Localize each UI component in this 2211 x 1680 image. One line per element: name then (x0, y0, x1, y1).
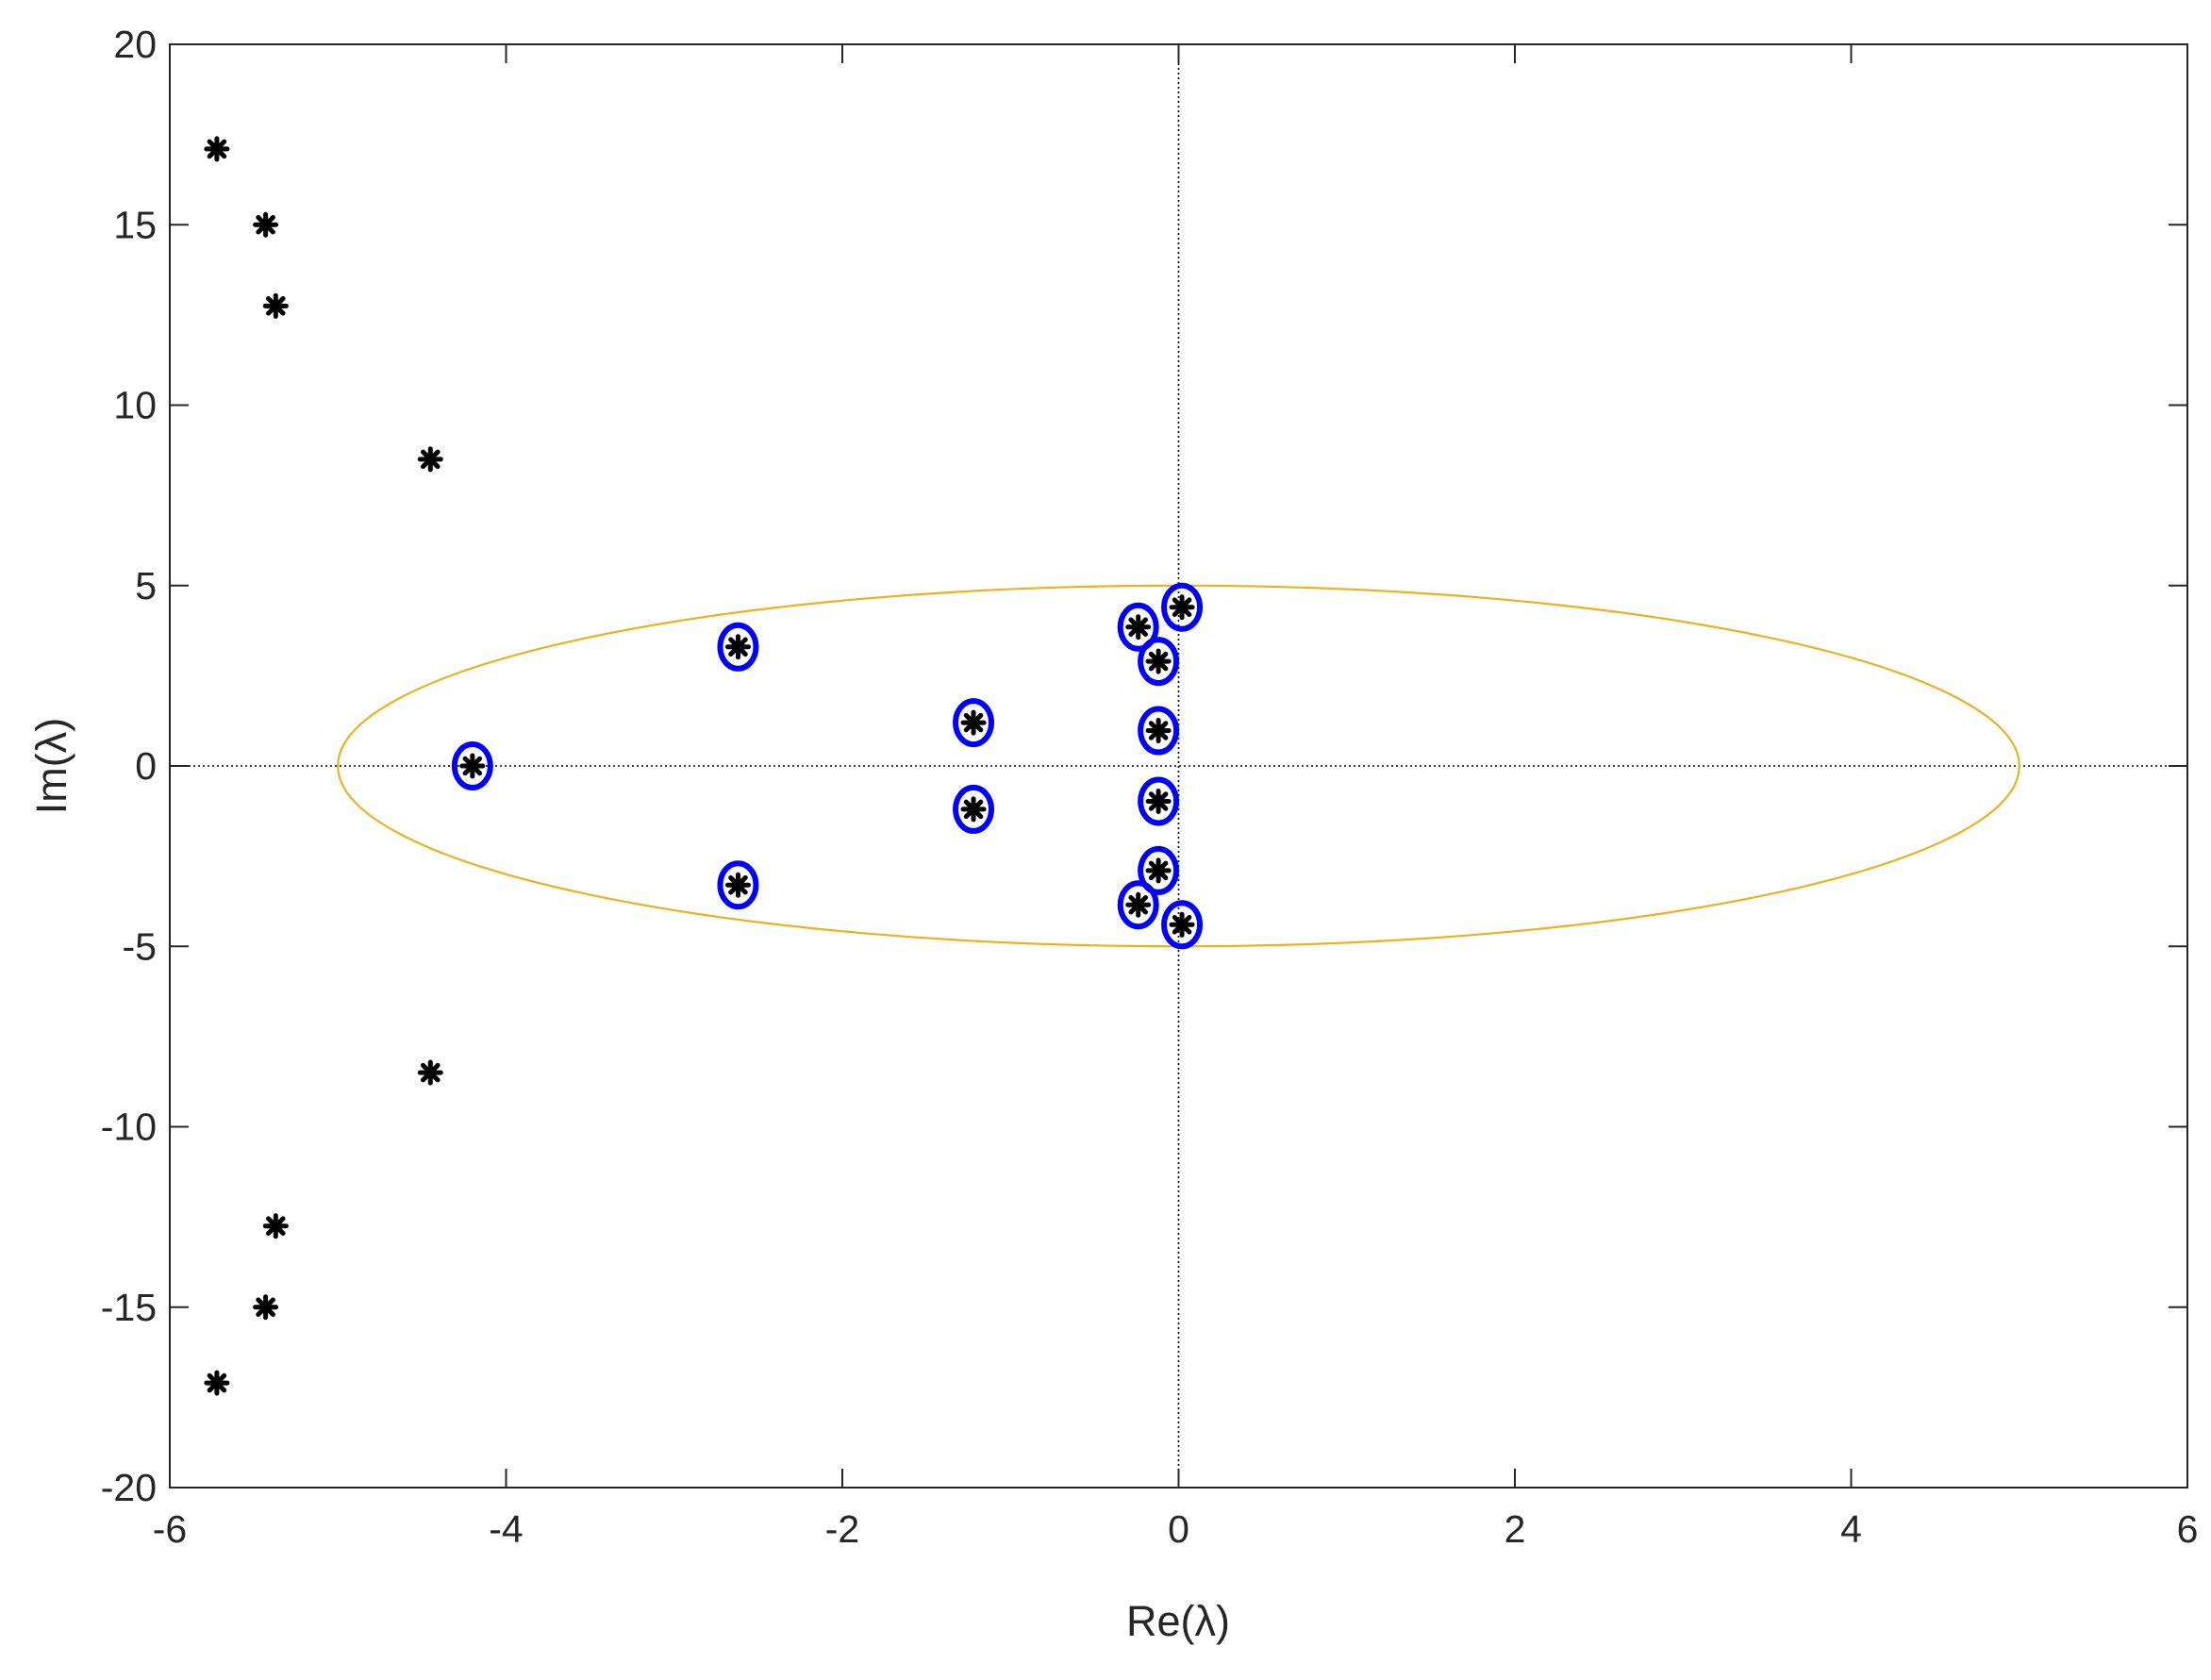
circled-eigenvalues-layer (451, 582, 1204, 950)
zero-reference-lines (170, 44, 2187, 1488)
eigenvalue-point (262, 1213, 289, 1239)
eigenvalue-circle (1117, 880, 1159, 930)
x-tick-label: -4 (489, 1507, 523, 1551)
eigenvalue-point (417, 446, 443, 473)
x-tick-label: 6 (2177, 1507, 2199, 1551)
asterisk-core (733, 880, 743, 890)
eigenvalue-point (960, 796, 987, 823)
eigenvalue-circle (1138, 776, 1180, 826)
asterisk-core (733, 641, 743, 652)
eigenvalue-point (262, 292, 289, 319)
eigenvalue-point (1169, 594, 1195, 621)
asterisk-core (1177, 602, 1188, 612)
eigenvalue-circle (1161, 900, 1204, 950)
eigenvalue-markers-layer (204, 136, 1195, 1396)
x-tick-label: 0 (1168, 1507, 1189, 1551)
eigenvalue-point (1125, 614, 1152, 640)
eigenvalue-point (1145, 857, 1172, 884)
y-axis-label: Im(λ) (27, 718, 75, 814)
asterisk-core (1133, 900, 1143, 910)
asterisk-core (1133, 622, 1143, 632)
x-tick-label: 2 (1504, 1507, 1526, 1551)
asterisk-core (211, 1378, 222, 1389)
asterisk-core (271, 1221, 281, 1231)
eigenvalue-circle (1117, 602, 1159, 652)
x-tick-label: 4 (1840, 1507, 1862, 1551)
eigenvalue-point (204, 136, 230, 162)
asterisk-core (1177, 920, 1188, 930)
eigenvalue-circle (953, 698, 995, 748)
y-tick-label: 10 (113, 384, 157, 427)
asterisk-core (425, 454, 436, 464)
eigenvalue-circle (717, 860, 759, 910)
asterisk-core (1154, 865, 1164, 875)
eigenvalue-point (724, 872, 751, 898)
eigenvalue-point (1125, 891, 1152, 918)
y-tick-label: -15 (101, 1286, 157, 1329)
y-tick-label: -10 (101, 1106, 157, 1149)
asterisk-core (1154, 796, 1164, 807)
x-tick-label: -6 (153, 1507, 187, 1551)
y-tick-label: 5 (135, 564, 157, 607)
axis-ticks (169, 43, 2188, 1489)
x-tick-label: -2 (825, 1507, 859, 1551)
y-tick-label: 0 (135, 744, 157, 788)
eigenvalue-point (1145, 648, 1172, 674)
eigenvalue-point (1145, 718, 1172, 744)
asterisk-core (969, 718, 979, 728)
y-tick-label: 15 (113, 203, 157, 246)
eigenvalue-point (1145, 788, 1172, 814)
asterisk-core (969, 804, 979, 814)
eigenvalue-point (459, 753, 486, 779)
eigenvalue-point (253, 1294, 279, 1321)
x-tick-labels: -6 -4 -2 0 2 4 6 (153, 1507, 2199, 1551)
eigenvalue-circle (717, 622, 759, 672)
asterisk-core (467, 761, 477, 771)
y-tick-labels: -20 -15 -10 -5 0 5 10 15 20 (101, 23, 157, 1509)
eigenvalue-point (1169, 911, 1195, 938)
eigenvalue-circle (1161, 582, 1204, 632)
eigenvalue-circle (1138, 706, 1180, 756)
asterisk-core (1154, 657, 1164, 667)
asterisk-core (1154, 725, 1164, 736)
eigenvalue-point (253, 211, 279, 238)
y-tick-label: -5 (123, 924, 157, 968)
eigenvalue-point (204, 1370, 230, 1396)
eigenvalue-circle (451, 741, 493, 790)
eigenvalue-circle (953, 784, 995, 834)
eigenvalue-point (724, 634, 751, 660)
asterisk-core (271, 301, 281, 311)
asterisk-core (211, 143, 222, 154)
x-axis-label: Re(λ) (1126, 1597, 1230, 1645)
asterisk-core (425, 1068, 436, 1078)
eigenvalue-circle (1138, 637, 1180, 687)
asterisk-core (260, 220, 271, 230)
eigenvalue-circle (1138, 845, 1180, 895)
eigenvalue-point (960, 709, 987, 736)
asterisk-core (260, 1302, 271, 1312)
y-tick-label: -20 (101, 1466, 157, 1509)
eigenvalue-point (417, 1059, 443, 1086)
y-tick-label: 20 (113, 23, 157, 66)
